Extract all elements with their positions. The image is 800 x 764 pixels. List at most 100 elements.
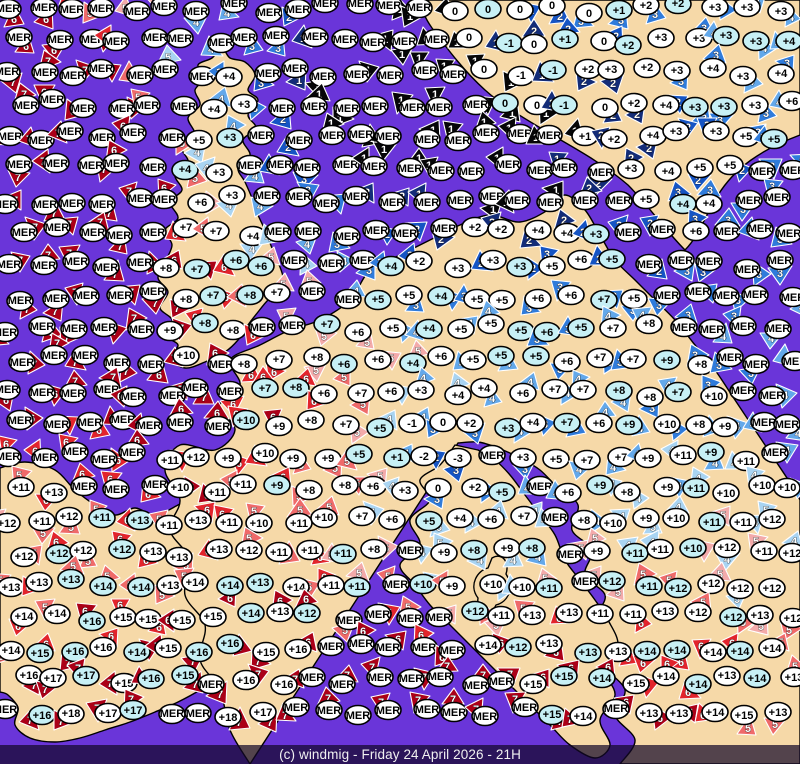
svg-text:+8: +8: [227, 325, 240, 337]
svg-text:MER: MER: [573, 195, 598, 207]
svg-text:MER: MER: [464, 99, 489, 111]
svg-text:MER: MER: [377, 0, 402, 12]
svg-text:MER: MER: [125, 6, 150, 18]
svg-text:MER: MER: [152, 194, 177, 206]
svg-text:MER: MER: [121, 391, 146, 403]
svg-text:+12: +12: [783, 548, 800, 560]
svg-text:MER: MER: [446, 135, 471, 147]
svg-text:+14: +14: [657, 671, 677, 683]
svg-text:+6: +6: [593, 418, 606, 430]
svg-text:MER: MER: [42, 350, 67, 362]
svg-text:MER: MER: [655, 290, 680, 302]
svg-text:+4: +4: [662, 166, 675, 178]
svg-text:MER: MER: [286, 4, 311, 16]
svg-text:MER: MER: [257, 7, 282, 19]
svg-text:0: 0: [601, 36, 607, 48]
svg-text:+11: +11: [234, 479, 252, 491]
svg-text:MER: MER: [10, 357, 35, 369]
svg-text:MER: MER: [108, 290, 133, 302]
svg-text:MER: MER: [715, 226, 740, 238]
svg-text:+10: +10: [717, 488, 736, 500]
svg-text:MER: MER: [160, 132, 185, 144]
svg-text:+18: +18: [219, 712, 238, 724]
svg-text:+6: +6: [561, 356, 574, 368]
svg-text:+6: +6: [318, 388, 331, 400]
svg-text:+13: +13: [144, 546, 163, 558]
svg-text:MER: MER: [89, 3, 114, 15]
svg-text:MER: MER: [296, 226, 321, 238]
svg-text:+16: +16: [289, 644, 308, 656]
svg-text:MER: MER: [107, 230, 132, 242]
svg-text:MER: MER: [44, 293, 69, 305]
svg-text:MER: MER: [0, 66, 19, 78]
svg-text:MER: MER: [398, 163, 423, 175]
svg-text:+6: +6: [352, 327, 365, 339]
svg-text:MER: MER: [186, 708, 211, 720]
svg-text:MER: MER: [735, 264, 760, 276]
svg-text:MER: MER: [442, 707, 467, 719]
svg-text:MER: MER: [30, 321, 55, 333]
svg-text:+11: +11: [208, 487, 226, 499]
svg-text:MER: MER: [650, 224, 675, 236]
svg-text:+14: +14: [731, 646, 751, 658]
svg-text:+15: +15: [257, 647, 276, 659]
svg-text:+7: +7: [561, 417, 574, 429]
svg-text:MER: MER: [29, 135, 54, 147]
svg-text:+10: +10: [667, 513, 686, 525]
svg-text:+7: +7: [672, 387, 685, 399]
svg-text:MER: MER: [335, 231, 360, 243]
svg-text:+12: +12: [0, 518, 16, 530]
svg-text:MER: MER: [752, 417, 777, 429]
svg-text:MER: MER: [232, 32, 257, 44]
svg-text:+8: +8: [621, 487, 634, 499]
svg-text:+5: +5: [550, 454, 563, 466]
svg-text:+5: +5: [640, 194, 653, 206]
svg-text:+14: +14: [593, 673, 613, 685]
svg-text:+9: +9: [591, 546, 604, 558]
svg-text:MER: MER: [79, 160, 104, 172]
svg-text:MER: MER: [552, 162, 577, 174]
svg-text:MER: MER: [441, 69, 466, 81]
svg-text:MER: MER: [264, 30, 289, 42]
svg-text:+4: +4: [179, 164, 192, 176]
svg-text:+15: +15: [627, 678, 646, 690]
svg-text:+8: +8: [644, 392, 657, 404]
svg-text:-1: -1: [548, 65, 558, 77]
svg-text:+6: +6: [541, 327, 554, 339]
svg-text:MER: MER: [333, 34, 358, 46]
svg-text:MER: MER: [284, 702, 309, 714]
svg-text:MER: MER: [302, 101, 327, 113]
svg-text:MER: MER: [64, 256, 89, 268]
svg-text:MER: MER: [12, 227, 37, 239]
svg-text:+5: +5: [575, 322, 588, 334]
svg-text:MER: MER: [280, 320, 305, 332]
svg-text:+2: +2: [495, 224, 508, 236]
svg-text:MER: MER: [427, 612, 452, 624]
svg-text:MER: MER: [58, 126, 83, 138]
svg-text:MER: MER: [768, 255, 793, 267]
svg-text:MER: MER: [92, 322, 117, 334]
svg-text:+12: +12: [509, 642, 528, 654]
svg-text:+9: +9: [164, 325, 177, 337]
svg-text:MER: MER: [335, 103, 360, 115]
svg-text:MER: MER: [222, 0, 247, 10]
svg-text:MER: MER: [344, 191, 369, 203]
svg-text:+3: +3: [741, 2, 754, 14]
svg-text:MER: MER: [637, 259, 662, 271]
svg-text:+13: +13: [640, 708, 659, 720]
svg-text:+10: +10: [177, 350, 196, 362]
svg-text:+4: +4: [208, 104, 221, 116]
svg-text:MER: MER: [0, 327, 17, 339]
svg-text:+5: +5: [606, 254, 619, 266]
svg-text:+4: +4: [707, 63, 720, 75]
svg-text:+11: +11: [703, 517, 721, 529]
svg-text:MER: MER: [528, 165, 553, 177]
svg-text:-1: -1: [504, 38, 514, 50]
svg-text:+11: +11: [93, 512, 111, 524]
svg-text:+15: +15: [204, 611, 223, 623]
svg-text:+10: +10: [684, 543, 703, 555]
svg-text:MER: MER: [135, 100, 160, 112]
svg-text:+14: +14: [2, 645, 22, 657]
svg-text:MER: MER: [412, 642, 437, 654]
svg-text:MER: MER: [336, 294, 361, 306]
